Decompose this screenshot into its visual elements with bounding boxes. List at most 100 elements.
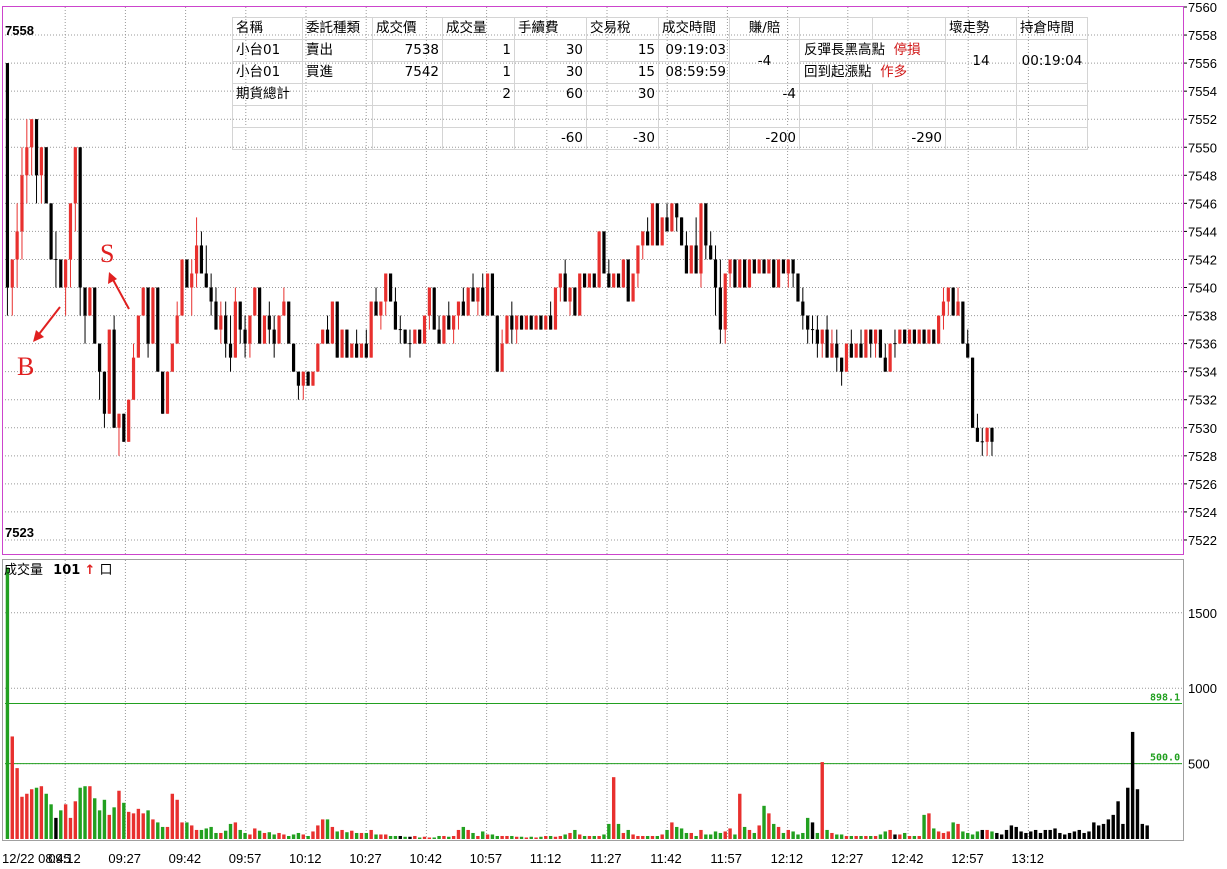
volume-bar: [165, 826, 170, 839]
volume-bar: [291, 834, 296, 839]
candle-body: [903, 329, 907, 344]
candle-body: [825, 329, 829, 358]
header-tax: 交易稅: [586, 17, 659, 40]
sell-marker-label: S: [100, 239, 114, 268]
price-tick-label: 7548: [1188, 168, 1217, 183]
candle-body: [505, 315, 509, 344]
volume-bar: [146, 810, 150, 839]
summary-extra: -290: [872, 127, 946, 150]
volume-bar: [97, 810, 102, 839]
x-tick-label: 11:12: [530, 851, 562, 866]
volume-bar: [335, 831, 339, 839]
candle-body: [898, 329, 902, 344]
volume-bar: [558, 835, 563, 839]
volume-bar: [636, 835, 640, 839]
volume-bar: [1053, 828, 1057, 839]
candle-body: [747, 259, 752, 288]
price-tick-label: 7560: [1188, 0, 1217, 15]
price-tick-label: 7538: [1188, 309, 1217, 324]
candle-body: [490, 273, 495, 316]
buy-annotation: B: [17, 306, 61, 381]
volume-bar: [519, 836, 524, 839]
candle-body: [209, 287, 213, 302]
header-order-type: 委託種類: [302, 17, 373, 40]
volume-bar: [776, 826, 781, 839]
candle-body: [122, 413, 126, 442]
candle-body: [549, 315, 553, 330]
candle-body: [228, 343, 233, 358]
candle-body: [975, 427, 980, 442]
volume-bar: [626, 829, 630, 839]
blank-cell: [514, 105, 587, 128]
candle-body: [287, 301, 291, 344]
volume-bar: [510, 835, 514, 839]
volume-bar: [665, 829, 669, 839]
volume-bar: [718, 832, 723, 839]
volume-bar: [1024, 832, 1028, 839]
price-tick-label: 7528: [1188, 449, 1217, 464]
volume-bar: [645, 835, 650, 839]
volume-bar: [471, 832, 475, 839]
volume-bar: [898, 834, 902, 839]
volume-bar: [1126, 787, 1130, 839]
volume-bar: [199, 829, 204, 839]
candle-body: [738, 259, 742, 288]
candle-body: [34, 119, 39, 176]
candle-body: [49, 203, 53, 260]
candle-body: [452, 315, 456, 330]
volume-bar: [835, 834, 839, 839]
volume-bar: [447, 836, 451, 839]
summary-empty: [372, 127, 443, 150]
candle-body: [233, 301, 237, 358]
volume-bar: [582, 835, 587, 839]
x-tick-label: 10:42: [409, 851, 442, 866]
candle-body: [515, 315, 519, 330]
volume-bar: [1087, 831, 1091, 839]
volume-bar: [485, 834, 490, 839]
price-tick-label: 7530: [1188, 421, 1217, 436]
volume-bar: [888, 829, 892, 839]
volume-bar: [417, 837, 422, 839]
volume-bar: [597, 835, 601, 839]
candle-body: [791, 259, 795, 274]
price-tick-label: 7556: [1188, 56, 1217, 71]
volume-bar: [243, 832, 247, 839]
row-order-type: 買進: [302, 61, 373, 84]
volume-bar: [49, 804, 53, 839]
volume-bar: [975, 831, 980, 839]
volume-bar: [1077, 829, 1081, 839]
volume-bar: [156, 822, 160, 839]
x-tick-label: 10:12: [289, 851, 322, 866]
volume-value: 101: [53, 563, 80, 578]
price-panel-frame: [2, 6, 1184, 555]
volume-bar: [112, 807, 116, 839]
candle-body: [689, 245, 693, 274]
candle-body: [175, 315, 179, 344]
volume-bar: [432, 837, 436, 839]
candle-body: [519, 315, 524, 330]
volume-bar: [631, 834, 635, 839]
candle-body: [112, 329, 116, 428]
volume-bar: [742, 826, 747, 839]
candle-body: [937, 315, 941, 344]
candle-body: [165, 371, 170, 414]
candle-body: [961, 301, 965, 344]
candle-body: [767, 259, 771, 274]
candle-body: [534, 315, 538, 330]
candle-body: [776, 259, 781, 288]
blank-cell: [658, 105, 730, 128]
volume-bar: [616, 823, 621, 839]
x-tick-label: 11:42: [650, 851, 682, 866]
volume-bar: [214, 832, 218, 839]
candle-body: [418, 329, 422, 344]
x-tick-label: 13:12: [1011, 851, 1044, 866]
volume-bar: [476, 835, 480, 839]
candle-body: [772, 259, 776, 288]
blank-cell: [302, 105, 373, 128]
volume-bar: [679, 828, 684, 839]
candle-body: [932, 329, 936, 344]
candle-body: [447, 315, 451, 330]
price-tick-label: 7552: [1188, 112, 1217, 127]
candle-body: [646, 231, 650, 246]
candle-body: [88, 287, 92, 316]
